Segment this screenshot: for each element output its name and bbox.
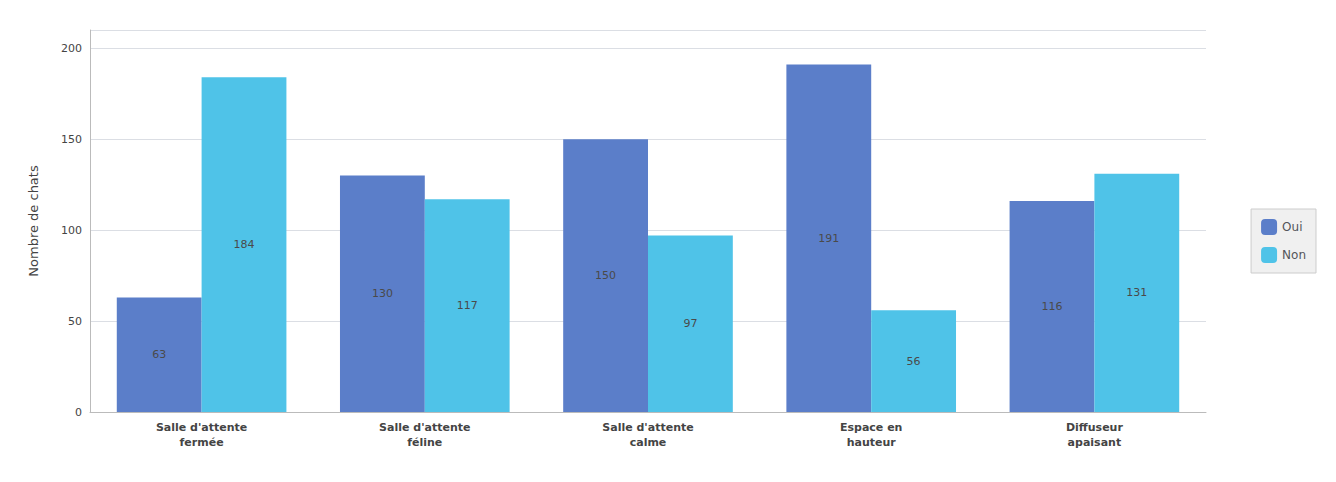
svg-text:150: 150 [61, 133, 82, 146]
svg-text:apaisant: apaisant [1068, 436, 1122, 449]
svg-text:116: 116 [1041, 300, 1062, 313]
svg-text:100: 100 [61, 224, 82, 237]
svg-text:Espace en: Espace en [840, 421, 902, 434]
svg-text:63: 63 [152, 348, 166, 361]
svg-text:Oui: Oui [1282, 220, 1302, 234]
svg-text:Nombre de chats: Nombre de chats [26, 165, 41, 277]
svg-text:Salle d'attente: Salle d'attente [156, 421, 247, 434]
svg-text:Diffuseur: Diffuseur [1066, 421, 1123, 434]
svg-text:fermée: fermée [180, 436, 224, 449]
svg-text:Salle d'attente: Salle d'attente [602, 421, 693, 434]
svg-text:131: 131 [1126, 286, 1147, 299]
svg-text:117: 117 [457, 299, 478, 312]
svg-text:calme: calme [630, 436, 667, 449]
svg-text:0: 0 [75, 406, 82, 419]
svg-text:184: 184 [234, 238, 255, 251]
svg-text:hauteur: hauteur [847, 436, 897, 449]
svg-text:56: 56 [907, 355, 921, 368]
svg-text:191: 191 [818, 232, 839, 245]
svg-text:130: 130 [372, 287, 393, 300]
svg-text:150: 150 [595, 269, 616, 282]
svg-text:féline: féline [407, 436, 442, 449]
svg-text:97: 97 [683, 317, 697, 330]
svg-text:Non: Non [1282, 248, 1306, 262]
svg-text:200: 200 [61, 42, 82, 55]
svg-text:Salle d'attente: Salle d'attente [379, 421, 470, 434]
svg-text:50: 50 [68, 315, 82, 328]
